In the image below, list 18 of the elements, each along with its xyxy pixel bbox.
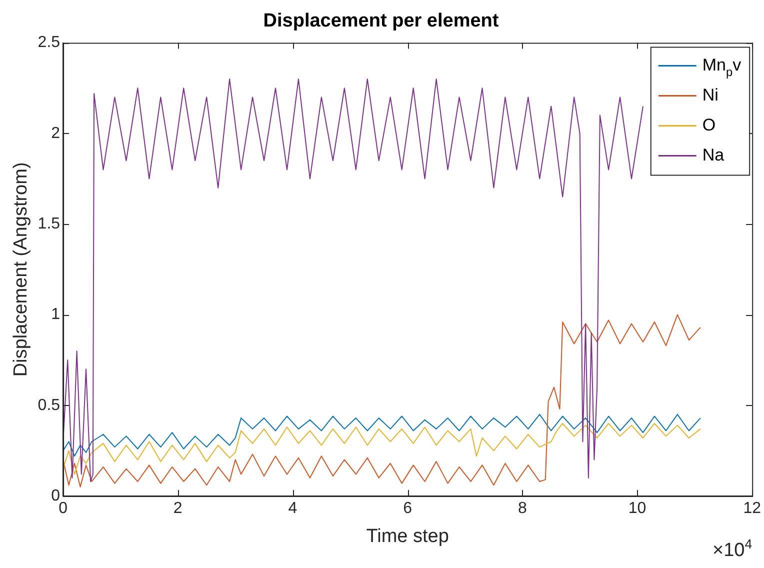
y-tick-label: 2	[51, 124, 60, 142]
x-tick-label: 12	[743, 500, 762, 518]
x-tick-label: 8	[518, 500, 527, 518]
x-axis-title: Time step	[366, 526, 449, 547]
y-tick-label: 0.5	[38, 396, 60, 414]
x-tick-label: 2	[173, 500, 182, 518]
legend-label: Ni	[702, 85, 718, 104]
chart-title: Displacement per element	[263, 10, 500, 32]
x-tick-label: 10	[628, 500, 646, 518]
x-tick-label: 6	[403, 500, 412, 518]
legend-label: O	[702, 115, 716, 134]
legend-label: Na	[702, 145, 725, 164]
y-axis-title: Displacement (Angstrom)	[10, 162, 32, 377]
y-tick-label: 1.5	[38, 215, 60, 232]
y-tick-label: 2.5	[38, 34, 60, 52]
x-tick-label: 4	[288, 500, 298, 518]
y-tick-label: 1	[51, 306, 60, 324]
y-tick-label: 0	[51, 487, 60, 504]
